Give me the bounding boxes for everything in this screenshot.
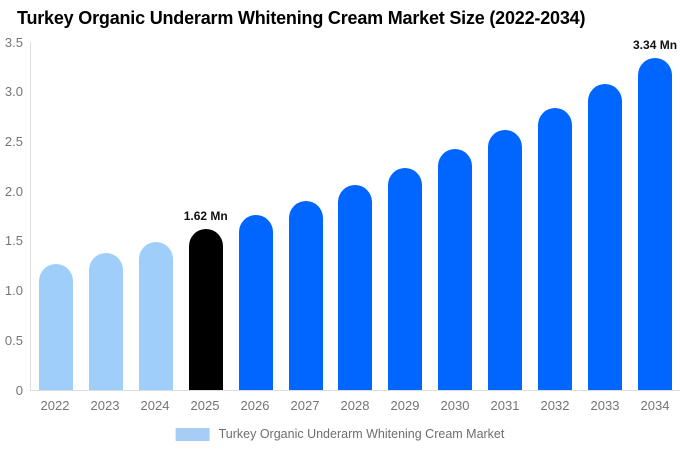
y-axis-tick-label: 0 [15,382,23,398]
bar-slot [430,42,480,390]
bar-2026[interactable] [238,215,273,390]
bar-slot [231,42,281,390]
bar-2031[interactable] [488,129,523,390]
x-axis-tick-label: 2023 [90,398,120,413]
bar-2029[interactable] [388,168,423,390]
y-axis-tick-label: 3.5 [4,34,23,50]
bar-slot [480,42,530,390]
x-axis-tick-label: 2029 [390,398,420,413]
x-axis-tick-label: 2033 [590,398,620,413]
chart-title: Turkey Organic Underarm Whitening Cream … [17,8,586,28]
bar-2032[interactable] [538,107,573,390]
bar-slot [31,42,81,390]
bar-slot [530,42,580,390]
x-axis-tick-label: 2030 [440,398,470,413]
bar-slot [580,42,630,390]
y-axis-tick-label: 1.5 [4,233,23,249]
bar-slot [131,42,181,390]
legend-item[interactable]: Turkey Organic Underarm Whitening Cream … [175,427,505,441]
x-axis: 2022 2023 2024 2025 2026 2027 2028 2029 2030 2031… [30,398,680,413]
y-axis-tick-label: 3.0 [4,84,23,100]
x-axis-tick-label: 2032 [540,398,570,413]
bar-value-label: 3.34 Mn [633,37,678,52]
bar-slot [281,42,331,390]
bar-2027[interactable] [288,201,323,390]
y-axis-tick-label: 2.5 [4,133,23,149]
bar-2022[interactable] [38,263,73,390]
bar-2033[interactable] [588,83,623,390]
x-axis-tick-label: 2034 [640,398,670,413]
legend-label: Turkey Organic Underarm Whitening Cream … [218,427,505,441]
bar-2028[interactable] [338,185,373,390]
legend-swatch-icon [175,427,210,441]
bar-slot [380,42,430,390]
bar-slot: 3.34 Mn [630,38,680,390]
bar-value-label: 1.62 Mn [183,208,228,223]
x-axis-tick-label: 2024 [140,398,170,413]
bar-slot [331,42,381,390]
bar-slot: 1.62 Mn [181,42,231,390]
x-axis-tick-label: 2031 [490,398,520,413]
bar-2030[interactable] [438,149,473,390]
bar-2023[interactable] [88,252,123,390]
x-axis-tick-label: 2022 [40,398,70,413]
y-axis-tick-label: 1.0 [4,283,23,299]
x-axis-tick-label: 2028 [340,398,370,413]
bar-slot [81,42,131,390]
bar-2025[interactable] [188,228,223,390]
bar-2024[interactable] [138,241,173,390]
x-axis-tick-label: 2025 [190,398,220,413]
x-axis-tick-label: 2027 [290,398,320,413]
bar-series: 1.62 Mn 3.34 Mn [31,38,680,390]
plot-area: 1.62 Mn 3.34 Mn [30,38,680,391]
y-axis-tick-label: 2.0 [4,183,23,199]
bar-2034[interactable] [638,57,673,390]
x-axis-tick-label: 2026 [240,398,270,413]
y-axis-tick-label: 0.5 [4,332,23,348]
